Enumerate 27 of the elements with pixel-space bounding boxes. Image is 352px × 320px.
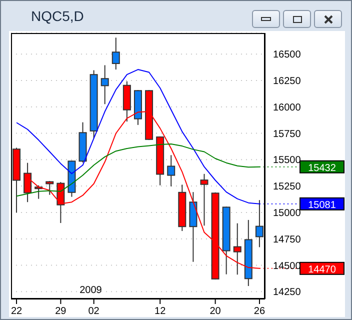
candlestick — [167, 154, 176, 187]
y-tick-label: 16500 — [273, 50, 302, 61]
ref-line-label: 15432 — [308, 162, 336, 174]
candlestick — [46, 180, 54, 196]
y-tick-label: 15750 — [273, 128, 302, 140]
y-tick-label: 15500 — [273, 155, 302, 166]
annotation: 2009 — [80, 285, 102, 296]
candlestick — [200, 173, 208, 226]
y-tick-label: 14250 — [273, 287, 302, 298]
ref-line-label: 14470 — [308, 264, 336, 276]
candlestick — [112, 37, 120, 70]
x-tick-label: 29 — [55, 306, 67, 317]
ref-line-label: 15081 — [308, 200, 336, 211]
x-tick-label: 20 — [210, 306, 222, 317]
y-tick-label: 15250 — [273, 182, 302, 193]
x-tick-label: 12 — [154, 306, 166, 317]
y-tick-label: 16000 — [273, 102, 302, 114]
y-tick-label: 14750 — [273, 234, 302, 246]
y-tick-label: 16250 — [273, 76, 302, 88]
candlestick — [100, 64, 109, 105]
y-tick-label: 15000 — [273, 208, 302, 219]
x-tick-label: 22 — [10, 306, 23, 317]
candlestick — [255, 200, 264, 248]
x-tick-label: 26 — [254, 306, 266, 317]
chart-title: NQC5,D — [31, 8, 84, 24]
candlestick — [56, 182, 65, 224]
x-tick-label: 02 — [88, 306, 100, 317]
